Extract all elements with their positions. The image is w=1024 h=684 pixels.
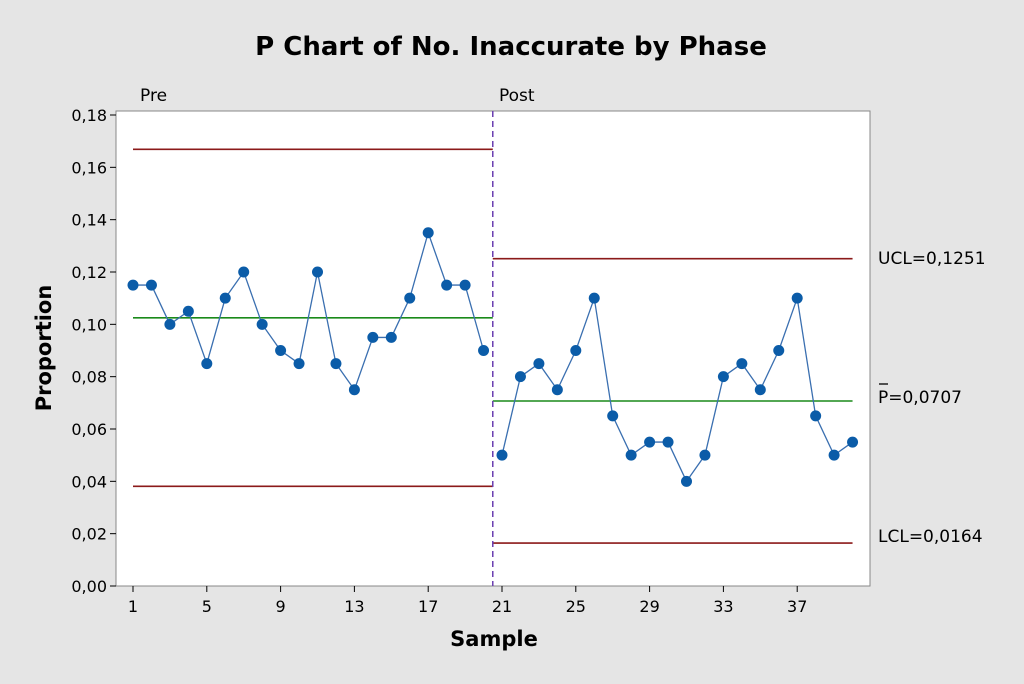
- data-point: [312, 266, 323, 278]
- y-tick-label: 0,06: [71, 420, 107, 439]
- center-label-group: P=0,0707: [878, 383, 962, 408]
- x-tick-label: 25: [566, 597, 586, 616]
- data-point: [514, 371, 526, 383]
- data-point: [496, 449, 508, 461]
- data-point: [607, 410, 619, 422]
- data-point: [330, 358, 342, 370]
- data-point: [754, 384, 766, 396]
- data-point: [422, 227, 434, 239]
- data-point: [238, 266, 250, 278]
- x-tick-label: 9: [276, 597, 286, 616]
- phase-labels: Pre Post: [140, 86, 535, 106]
- y-tick-label: 0,08: [71, 368, 107, 387]
- data-point: [478, 345, 490, 356]
- data-point: [810, 410, 822, 422]
- x-tick-label: 29: [639, 597, 659, 616]
- data-point: [736, 358, 748, 370]
- phase-label-pre: Pre: [140, 86, 167, 106]
- data-point: [644, 436, 656, 448]
- y-tick-label: 0,04: [71, 472, 107, 491]
- data-point: [367, 331, 379, 343]
- data-point: [256, 318, 268, 330]
- data-point: [662, 436, 674, 448]
- data-point: [275, 345, 287, 356]
- lcl-label: LCL=0,0164: [878, 527, 983, 547]
- y-tick-label: 0,16: [71, 158, 107, 177]
- center-line-label: P=0,0707: [878, 388, 962, 408]
- x-axis-label: Sample: [450, 627, 538, 651]
- x-axis: 1 5 9 13 17 21 25 29 33 37: [128, 586, 807, 616]
- data-point: [681, 475, 692, 487]
- data-point: [773, 345, 785, 356]
- data-point: [293, 358, 305, 370]
- y-tick-label: 0,12: [71, 263, 107, 282]
- y-tick-label: 0,14: [71, 211, 107, 230]
- x-tick-label: 21: [492, 597, 512, 616]
- data-point: [201, 358, 213, 370]
- data-point: [164, 318, 176, 330]
- y-tick-label: 0,18: [71, 106, 107, 125]
- series-line-post: [501, 297, 853, 483]
- ucl-label: UCL=0,1251: [878, 249, 986, 269]
- series-line-pre: [133, 230, 485, 392]
- data-point: [588, 292, 600, 304]
- y-tick-label: 0,02: [71, 525, 107, 544]
- control-limits: [133, 111, 853, 586]
- data-point: [182, 305, 194, 317]
- data-point: [459, 279, 471, 291]
- y-tick-label: 0,00: [71, 577, 107, 596]
- data-point: [348, 384, 360, 396]
- data-point: [791, 292, 803, 304]
- data-point: [717, 371, 729, 383]
- data-point: [385, 331, 397, 343]
- data-point: [847, 436, 859, 448]
- y-axis-label: Proportion: [32, 285, 56, 412]
- data-point: [551, 384, 563, 396]
- y-axis: 0,00 0,02 0,04 0,06 0,08 0,10 0,12 0,14 0,16 0,18: [71, 106, 116, 596]
- chart-title: P Chart of No. Inaccurate by Phase: [255, 32, 767, 62]
- data-series: [127, 227, 859, 487]
- data-point: [404, 292, 416, 304]
- data-point: [145, 279, 157, 291]
- x-tick-label: 33: [713, 597, 733, 616]
- data-point: [699, 449, 711, 461]
- data-point: [219, 292, 231, 304]
- x-tick-label: 37: [787, 597, 807, 616]
- x-tick-label: 17: [418, 597, 438, 616]
- data-point: [828, 449, 840, 461]
- data-point: [625, 449, 637, 461]
- y-tick-label: 0,10: [71, 315, 107, 334]
- data-point: [533, 358, 545, 370]
- data-point: [127, 279, 139, 291]
- data-point: [441, 279, 453, 291]
- x-tick-label: 1: [128, 597, 138, 616]
- phase-label-post: Post: [499, 86, 535, 106]
- x-tick-label: 5: [202, 597, 212, 616]
- x-tick-label: 13: [344, 597, 364, 616]
- data-point: [570, 345, 582, 356]
